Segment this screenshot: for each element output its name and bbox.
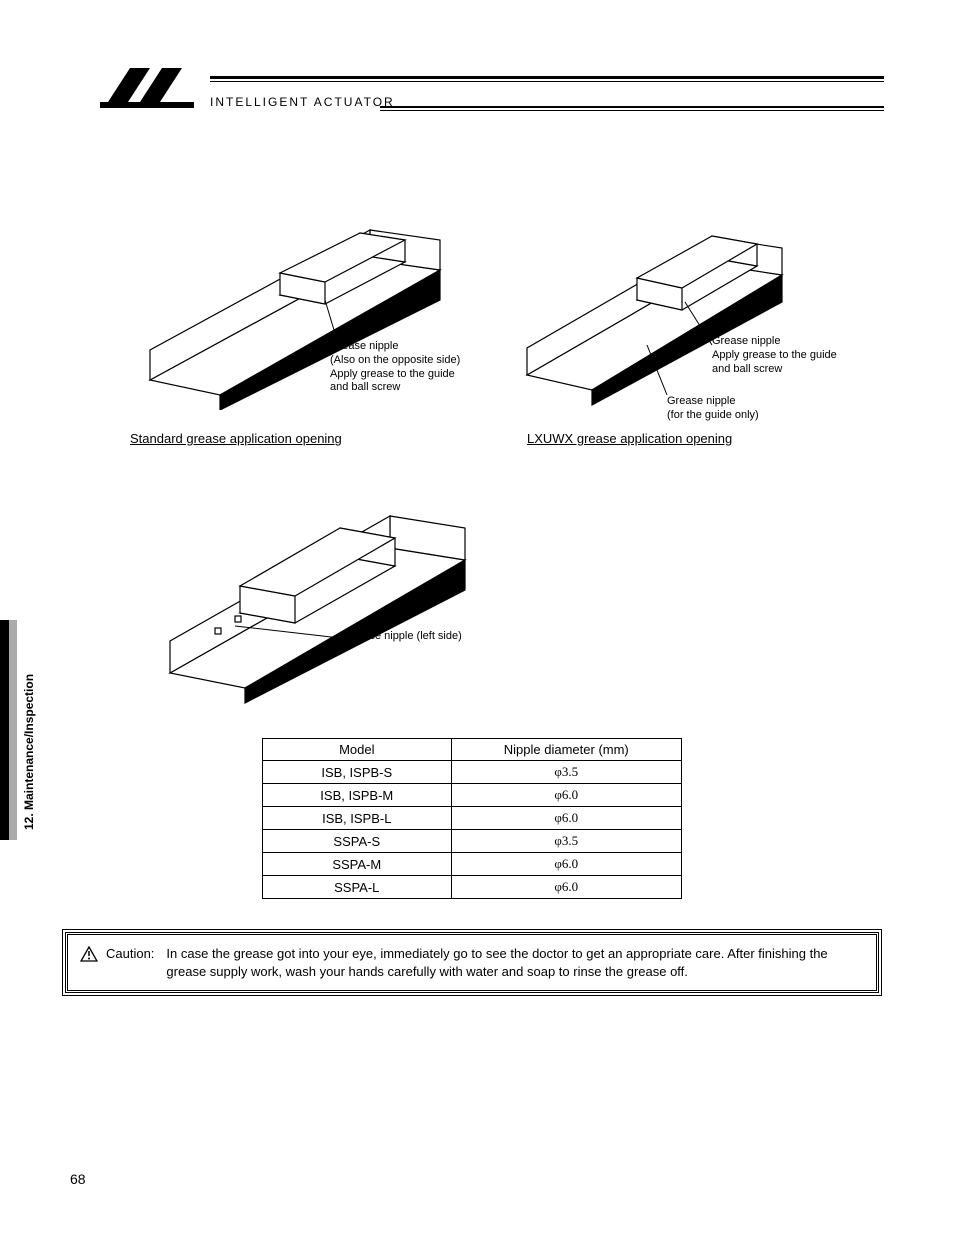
callout-line: Grease nipple (712, 335, 781, 347)
header-rule (210, 76, 884, 79)
actuator-diagram-icon (140, 478, 520, 708)
figures-row: Grease nipple (Also on the opposite side… (130, 200, 884, 420)
table-cell: ISB, ISPB-L (263, 807, 452, 830)
table-cell: SSPA-L (263, 876, 452, 899)
figure-standard: Grease nipple (Also on the opposite side… (130, 200, 497, 420)
section-tab: 12. Maintenance/Inspection (0, 620, 20, 840)
brand-text: INTELLIGENT ACTUATOR (210, 95, 395, 109)
table-cell: φ6.0 (451, 784, 681, 807)
section-label: 12. Maintenance/Inspection (22, 674, 36, 830)
table-cell: SSPA-M (263, 853, 452, 876)
callout-line: Apply grease to the guide (712, 349, 837, 361)
callout-grease-nipple: Grease nipple (Also on the opposite side… (330, 340, 460, 395)
callout-line: Grease nipple (667, 395, 736, 407)
callout-line: and ball screw (712, 363, 782, 375)
nipple-diameter-table: Model Nipple diameter (mm) ISB, ISPB-Sφ3… (262, 738, 682, 899)
table-cell: φ3.5 (451, 761, 681, 784)
page-number: 68 (70, 1171, 86, 1187)
callout-line: (Also on the opposite side) (330, 354, 460, 366)
callout-line: and ball screw (330, 381, 400, 393)
table-cell: ISB, ISPB-S (263, 761, 452, 784)
callout-grease-nipple-guide-only: Grease nipple (for the guide only) (667, 395, 759, 423)
table-header: Nipple diameter (mm) (451, 739, 681, 761)
tab-bar-dark (0, 620, 9, 840)
callout-grease-nipple-guide-ballscrew: Grease nipple Apply grease to the guide … (712, 335, 837, 376)
actuator-diagram-icon (517, 200, 877, 410)
callout-line: Grease nipple (330, 340, 399, 352)
callout-grease-nipple-left-side: Grease nipple (left side) (345, 630, 462, 644)
table-header-row: Model Nipple diameter (mm) (263, 739, 682, 761)
callout-line: (for the guide only) (667, 409, 759, 421)
caption-row: Standard grease application opening LXUW… (130, 430, 884, 448)
table-cell: φ6.0 (451, 876, 681, 899)
figure-lxuwx: Grease nipple Apply grease to the guide … (517, 200, 884, 420)
warning-icon (80, 945, 98, 980)
table-row: SSPA-Lφ6.0 (263, 876, 682, 899)
table-row: ISB, ISPB-Sφ3.5 (263, 761, 682, 784)
page-header: INTELLIGENT ACTUATOR (60, 60, 884, 120)
figure-caption-standard: Standard grease application opening (130, 431, 342, 446)
table-cell: φ6.0 (451, 807, 681, 830)
table-row: SSPA-Sφ3.5 (263, 830, 682, 853)
figure-left-side: Grease nipple (left side) (140, 478, 520, 708)
caution-box: Caution: In case the grease got into you… (62, 929, 882, 996)
tab-bar-light (9, 620, 17, 840)
logo-icon (100, 60, 200, 115)
table-header: Model (263, 739, 452, 761)
table-row: ISB, ISPB-Mφ6.0 (263, 784, 682, 807)
table-cell: φ6.0 (451, 853, 681, 876)
header-rule (380, 110, 884, 111)
table-row: SSPA-Mφ6.0 (263, 853, 682, 876)
table-cell: φ3.5 (451, 830, 681, 853)
header-rule (210, 81, 884, 82)
caution-text: In case the grease got into your eye, im… (166, 945, 864, 980)
table-row: ISB, ISPB-Lφ6.0 (263, 807, 682, 830)
header-rule (380, 106, 884, 108)
caution-label: Caution: (106, 945, 158, 980)
table-cell: ISB, ISPB-M (263, 784, 452, 807)
figure-caption-lxuwx: LXUWX grease application opening (527, 431, 732, 446)
table-cell: SSPA-S (263, 830, 452, 853)
callout-line: Apply grease to the guide (330, 368, 455, 380)
